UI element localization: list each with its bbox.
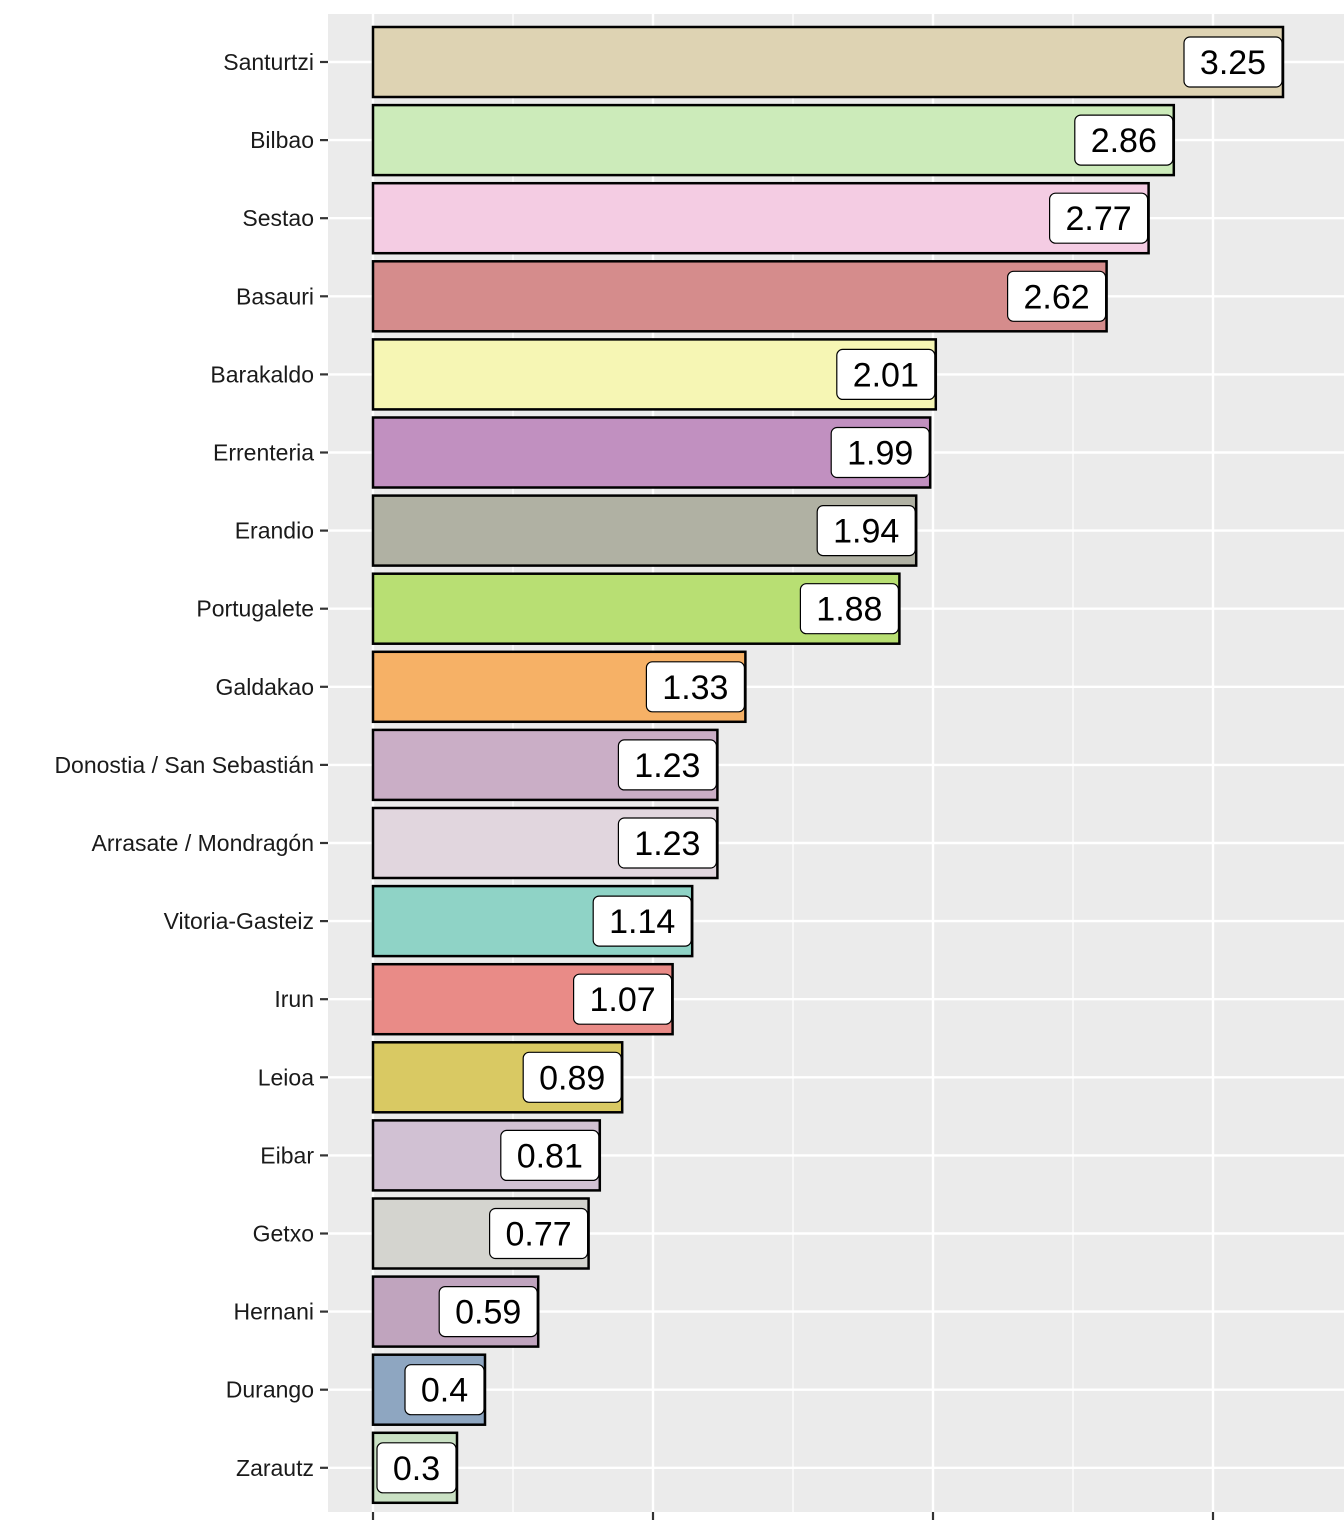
data-label: 2.01 (836, 348, 936, 400)
data-label: 0.89 (522, 1051, 622, 1103)
y-tick-label: Sestao (242, 205, 314, 231)
bar-bilbao (371, 103, 1176, 177)
y-tick-label: Vitoria-Gasteiz (164, 908, 314, 934)
data-label-box (617, 817, 718, 869)
y-axis: Santurtzi Bilbao Sestao Basauri Barakaldo Err… (54, 49, 328, 1481)
data-label-box (592, 895, 692, 947)
data-label-text: 0.4 (421, 1372, 468, 1410)
bar-sestao (371, 181, 1150, 255)
data-label-text: 0.77 (506, 1216, 572, 1254)
data-label: 2.77 (1048, 192, 1149, 244)
y-tick-label: Eibar (260, 1142, 314, 1168)
data-label-box (1183, 36, 1283, 88)
data-label-box (816, 505, 916, 557)
data-label: 1.88 (799, 583, 900, 635)
y-tick-label: Barakaldo (210, 361, 314, 387)
data-label-text: 1.23 (634, 747, 700, 785)
data-label: 1.14 (592, 895, 692, 947)
data-label-box (836, 348, 936, 400)
data-label-box (438, 1285, 538, 1338)
data-label-text: 2.01 (853, 356, 919, 394)
data-label-text: 2.62 (1024, 278, 1090, 316)
data-label-text: 1.94 (833, 513, 899, 551)
data-label-text: 2.77 (1066, 200, 1132, 238)
data-label-box (572, 973, 673, 1025)
bar-basauri (371, 260, 1108, 333)
data-label: 3.25 (1183, 36, 1283, 88)
data-label-box (489, 1207, 589, 1260)
data-label: 1.07 (572, 973, 673, 1025)
data-label-text: 0.3 (393, 1450, 440, 1488)
data-label: 1.23 (617, 817, 718, 869)
data-label-box (500, 1129, 600, 1182)
data-label-box (799, 583, 900, 635)
data-label-box (522, 1051, 622, 1103)
data-label-text: 1.33 (662, 669, 728, 707)
bar-santurtzi (371, 25, 1285, 99)
data-label-text: 1.07 (590, 981, 656, 1019)
data-label: 0.77 (489, 1207, 589, 1260)
y-tick-label: Durango (226, 1377, 314, 1403)
data-label-box (645, 661, 746, 713)
y-tick-label: Galdakao (216, 674, 314, 700)
data-label: 1.99 (830, 426, 930, 479)
y-tick-label: Leioa (258, 1064, 314, 1090)
y-tick-label: Bilbao (250, 127, 314, 153)
data-label: 1.23 (617, 739, 718, 791)
data-label: 2.62 (1006, 270, 1107, 322)
data-label-box (1074, 114, 1174, 166)
y-tick-label: Portugalete (196, 596, 314, 622)
y-tick-label: Hernani (233, 1299, 314, 1325)
data-label-text: 1.88 (816, 591, 882, 629)
data-label-text: 3.25 (1200, 44, 1266, 82)
data-label-text: 0.89 (539, 1059, 605, 1097)
data-label-text: 0.59 (455, 1294, 521, 1332)
x-axis (371, 1512, 1215, 1520)
data-label-box (617, 739, 718, 791)
y-tick-label: Erandio (235, 518, 314, 544)
data-label-box (1048, 192, 1149, 244)
data-label: 2.86 (1074, 114, 1174, 166)
data-label-box (830, 426, 930, 479)
y-tick-label: Santurtzi (223, 49, 314, 75)
y-tick-label: Getxo (253, 1221, 314, 1247)
data-label: 1.94 (816, 505, 916, 557)
y-tick-label: Donostia / San Sebastián (54, 752, 314, 778)
y-tick-label: Arrasate / Mondragón (92, 830, 314, 856)
data-label-text: 0.81 (517, 1137, 583, 1175)
data-label-box (404, 1364, 485, 1416)
y-tick-label: Irun (274, 986, 314, 1012)
data-label-box (1006, 270, 1107, 322)
data-label: 0.3 (376, 1442, 457, 1494)
data-label-text: 1.14 (609, 903, 675, 941)
data-label-box (376, 1442, 457, 1494)
data-label-text: 2.86 (1091, 122, 1157, 160)
data-label-text: 1.23 (634, 825, 700, 863)
data-labels: 3.25 2.86 2.77 2.62 2.01 1.99 1.94 1.88 1.33 1.23… (376, 36, 1283, 1494)
data-label: 0.81 (500, 1129, 600, 1182)
data-label: 0.4 (404, 1364, 485, 1416)
y-tick-label: Basauri (236, 283, 314, 309)
data-label: 0.59 (438, 1285, 538, 1338)
data-label-text: 1.99 (847, 435, 913, 473)
y-tick-label: Errenteria (213, 440, 314, 466)
y-tick-label: Zarautz (236, 1455, 314, 1481)
data-label: 1.33 (645, 661, 746, 713)
